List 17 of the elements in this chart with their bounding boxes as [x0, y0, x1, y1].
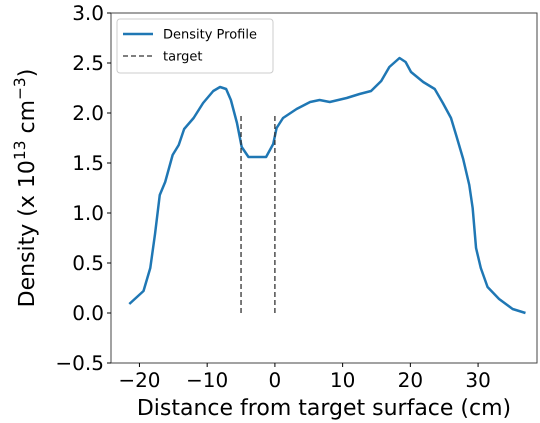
x-tick-label: −10	[186, 368, 228, 392]
legend-label: Density Profile	[163, 28, 257, 43]
y-tick-label: 2.5	[72, 51, 104, 75]
y-tick-label: 1.0	[72, 201, 104, 225]
x-axis-title: Distance from target surface (cm)	[136, 396, 512, 421]
x-tick-label: 0	[268, 368, 282, 392]
x-tick-label: −20	[118, 368, 161, 392]
y-tick-label: 3.0	[72, 1, 104, 25]
x-tick-label: 30	[465, 368, 491, 392]
y-tick-label: −0.5	[55, 351, 104, 375]
legend-label: target	[163, 50, 203, 65]
y-tick-label: 0.5	[72, 251, 104, 275]
x-tick-label: 20	[398, 368, 424, 392]
x-tick-label: 10	[330, 368, 356, 392]
y-tick-label: 2.0	[72, 101, 104, 125]
y-tick-label: 1.5	[72, 151, 104, 175]
y-tick-label: 0.0	[72, 301, 104, 325]
